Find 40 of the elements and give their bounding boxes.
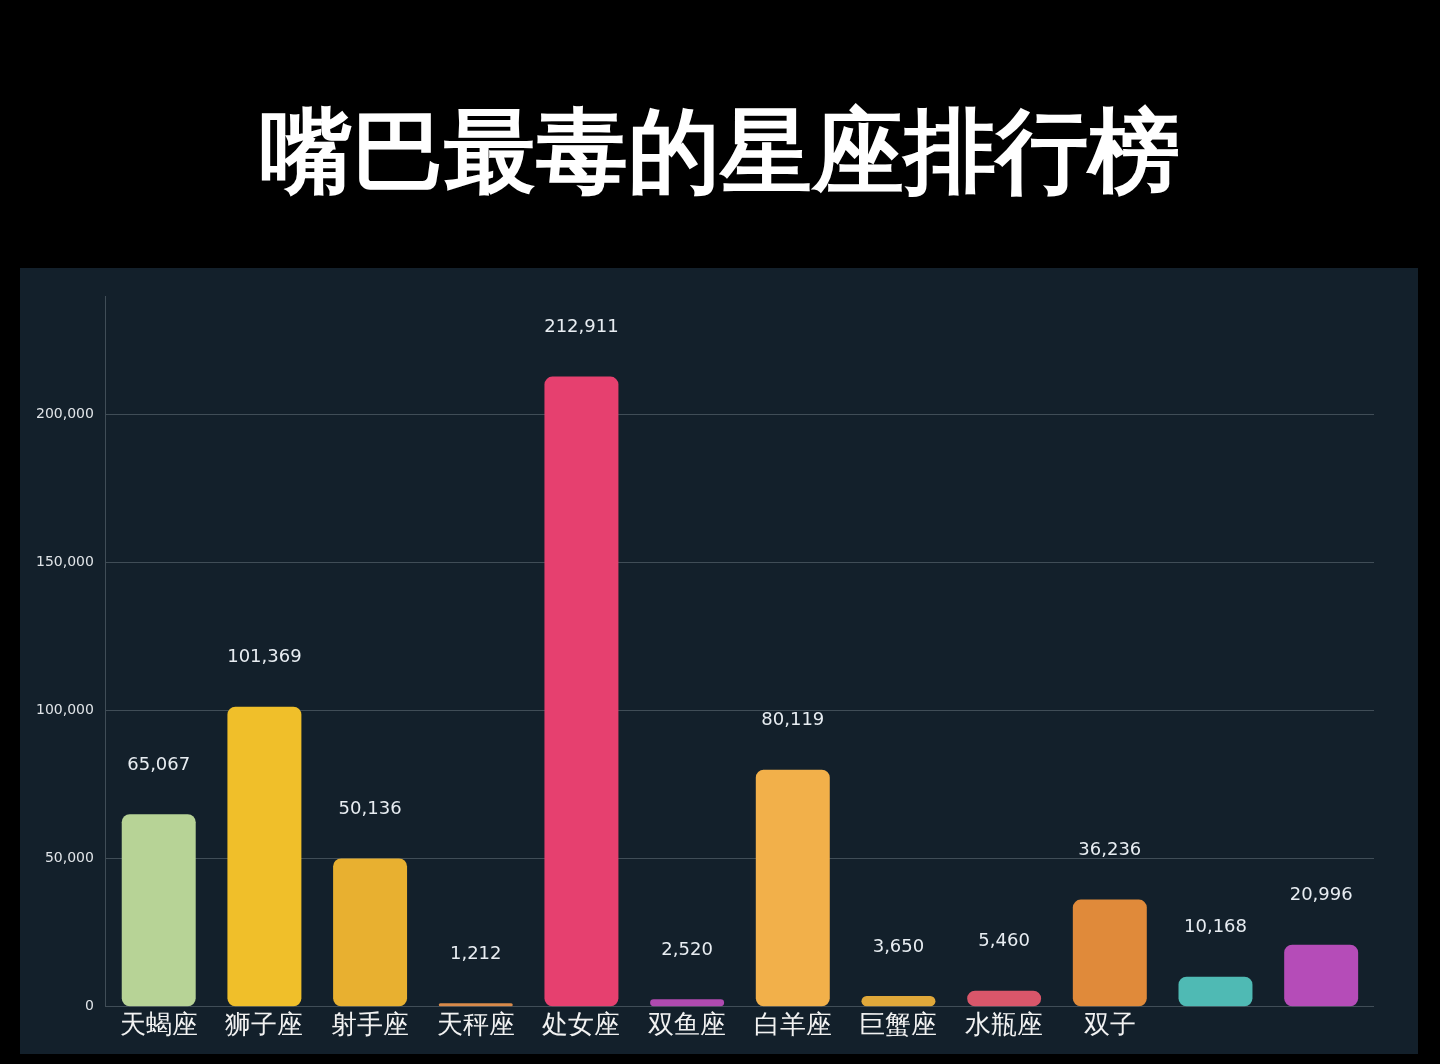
x-tick-label: 水瓶座	[965, 1009, 1044, 1040]
x-tick-label: 巨蟹座	[859, 1009, 938, 1040]
bar	[755, 769, 830, 1007]
data-label: 80,119	[761, 708, 825, 730]
data-label: 65,067	[127, 752, 191, 774]
data-label: 20,996	[1289, 883, 1353, 905]
x-tick-label: 白羊座	[753, 1009, 832, 1040]
data-label: 5,460	[978, 929, 1030, 951]
data-label: 36,236	[1078, 838, 1142, 860]
y-tick-label: 150,000	[35, 553, 94, 570]
data-label: 2,520	[661, 938, 713, 960]
data-label: 212,911	[544, 315, 619, 337]
x-tick-label: 狮子座	[225, 1009, 304, 1040]
x-tick-label: 天蝎座	[119, 1009, 198, 1040]
bar	[121, 814, 196, 1007]
bar	[1178, 976, 1253, 1007]
y-tick-label: 100,000	[35, 701, 94, 718]
data-label: 3,650	[872, 934, 925, 956]
bar	[438, 1003, 513, 1007]
y-tick-label: 50,000	[44, 849, 94, 866]
x-tick-label: 双子	[1083, 1009, 1136, 1040]
bar	[861, 996, 936, 1007]
data-label: 1,212	[449, 941, 502, 963]
y-tick-label: 0	[84, 997, 94, 1014]
bar	[227, 706, 302, 1007]
chart-title: 嘴巴最毒的星座排行榜	[259, 97, 1181, 207]
x-tick-label: 处女座	[542, 1009, 621, 1040]
bar	[650, 999, 725, 1007]
data-label: 10,168	[1183, 915, 1247, 937]
x-tick-label: 天秤座	[436, 1009, 515, 1040]
data-label: 50,136	[338, 797, 402, 819]
bar	[967, 990, 1042, 1007]
bar	[333, 858, 408, 1007]
x-tick-label: 双鱼座	[648, 1009, 727, 1040]
bar	[1072, 899, 1147, 1007]
bar	[1284, 944, 1359, 1007]
y-tick-label: 200,000	[35, 405, 94, 422]
bar	[544, 376, 619, 1007]
x-tick-label: 射手座	[331, 1009, 410, 1040]
data-label: 101,369	[227, 645, 302, 667]
